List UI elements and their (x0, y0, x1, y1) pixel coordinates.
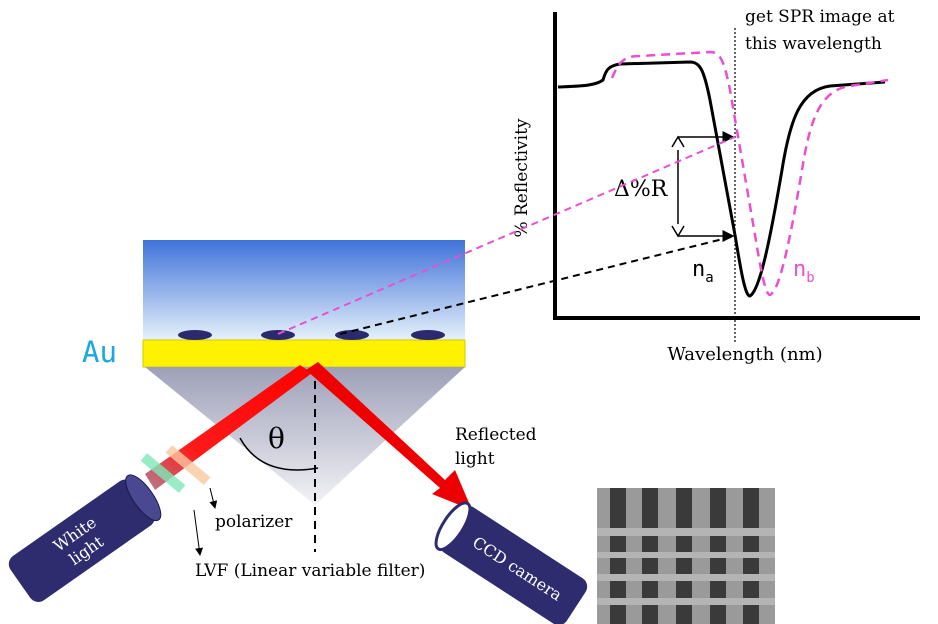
reflected-label: Reflected (455, 425, 537, 445)
sample-medium (143, 240, 465, 340)
light-source: White light (5, 470, 167, 606)
gold-label: Au (82, 335, 117, 369)
gold-film (143, 340, 465, 367)
delta-label: Δ%R (614, 177, 669, 202)
lvf-label: LVF (Linear variable filter) (195, 561, 425, 581)
note: get SPR image at (745, 7, 895, 27)
camera: CCD camera (430, 498, 591, 624)
spr-diagram: get SPR image at this wavelength % Refle… (0, 0, 938, 624)
angle-label: θ (268, 422, 285, 455)
curve-b (612, 52, 888, 295)
pointer (210, 488, 215, 508)
spr-image (597, 488, 775, 624)
graph: get SPR image at this wavelength % Refle… (512, 7, 920, 365)
curve-a-label: na (692, 257, 714, 286)
pink-guide (278, 137, 735, 334)
polarizer-label: polarizer (215, 512, 293, 532)
note: this wavelength (745, 34, 882, 54)
y-axis-label: % Reflectivity (512, 118, 532, 237)
x-axis-label: Wavelength (nm) (667, 344, 822, 365)
prism (145, 367, 465, 505)
curve-a (558, 62, 885, 296)
reflected-label: light (455, 449, 495, 469)
pointer (194, 510, 200, 555)
curve-b-label: nb (793, 257, 815, 286)
